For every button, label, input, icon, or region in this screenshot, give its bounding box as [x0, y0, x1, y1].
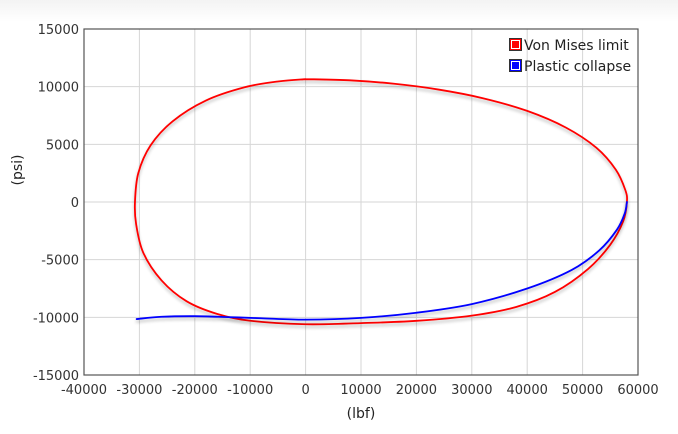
y-tick-label: 15000 — [38, 23, 79, 38]
tick-labels: -40000 -30000 -20000 -10000 0 10000 20000 30000… — [33, 23, 659, 398]
x-tick-label: 40000 — [507, 383, 548, 398]
x-tick-label: 60000 — [617, 383, 658, 398]
x-tick-label: -30000 — [116, 383, 162, 398]
legend-item-von-mises-limit[interactable]: Von Mises limit — [509, 38, 630, 54]
series-layer — [133, 78, 628, 326]
y-tick-label: 5000 — [46, 138, 79, 153]
legend-label: Plastic collapse — [524, 59, 631, 75]
x-tick-label: 30000 — [451, 383, 492, 398]
x-tick-label: 50000 — [562, 383, 603, 398]
y-tick-label: -15000 — [33, 369, 79, 384]
series-line-von-mises-limit — [133, 78, 628, 326]
legend-label: Von Mises limit — [524, 38, 629, 54]
y-tick-label: -5000 — [41, 254, 79, 269]
y-tick-label: 0 — [71, 196, 79, 211]
x-tick-label: -10000 — [227, 383, 273, 398]
legend-item-plastic-collapse[interactable]: Plastic collapse — [509, 59, 632, 75]
y-tick-label: 10000 — [38, 81, 79, 96]
legend-swatch — [509, 38, 522, 51]
y-tick-label: -10000 — [33, 311, 79, 326]
plot-frame — [83, 28, 639, 376]
x-tick-label: 0 — [301, 383, 309, 398]
legend: Von Mises limit Plastic collapse — [509, 38, 632, 75]
legend-swatch-inner — [511, 61, 520, 70]
x-tick-label: 10000 — [340, 383, 381, 398]
y-axis-title: (psi) — [10, 155, 26, 186]
x-tick-label: -40000 — [61, 383, 107, 398]
x-tick-label: -20000 — [172, 383, 218, 398]
legend-swatch — [509, 59, 522, 72]
legend-swatch-inner — [511, 40, 520, 49]
x-tick-label: 20000 — [396, 383, 437, 398]
x-axis-title: (lbf) — [347, 406, 376, 422]
series-line-plastic-collapse — [135, 201, 628, 321]
